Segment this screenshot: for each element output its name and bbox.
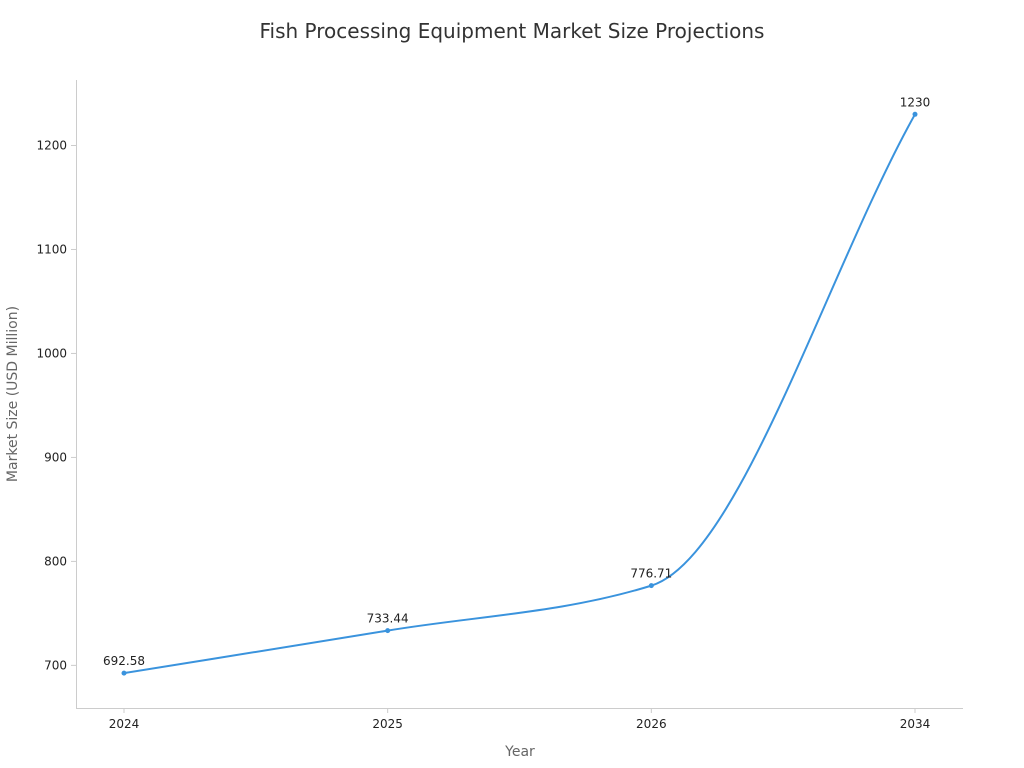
data-point	[121, 670, 127, 676]
y-axis-title: Market Size (USD Million)	[5, 306, 21, 482]
data-label: 692.58	[103, 654, 145, 668]
chart-title: Fish Processing Equipment Market Size Pr…	[259, 19, 765, 43]
x-axis-title: Year	[504, 744, 535, 760]
x-tick-label: 2034	[900, 717, 931, 731]
series-line	[123, 113, 916, 675]
y-tick-label: 900	[44, 450, 67, 464]
data-point	[385, 628, 391, 634]
x-tick-label: 2026	[636, 717, 667, 731]
y-ticks: 700 800 900 1000 1100 1200	[36, 139, 76, 672]
y-tick-label: 800	[44, 554, 67, 568]
axes	[76, 80, 963, 709]
data-label: 776.71	[630, 567, 672, 581]
x-tick-label: 2025	[372, 717, 403, 731]
data-label: 1230	[900, 95, 931, 109]
x-ticks: 2024 2025 2026 2034	[109, 708, 931, 731]
y-tick-label: 700	[44, 658, 67, 672]
data-points	[121, 111, 918, 676]
data-label: 733.44	[367, 612, 409, 626]
x-tick-label: 2024	[109, 717, 140, 731]
y-tick-label: 1100	[36, 242, 67, 256]
data-labels: 692.58 733.44 776.71 1230	[103, 95, 930, 668]
y-tick-label: 1200	[36, 139, 67, 153]
data-point	[912, 111, 918, 117]
y-tick-label: 1000	[36, 346, 67, 360]
data-point	[648, 583, 654, 589]
